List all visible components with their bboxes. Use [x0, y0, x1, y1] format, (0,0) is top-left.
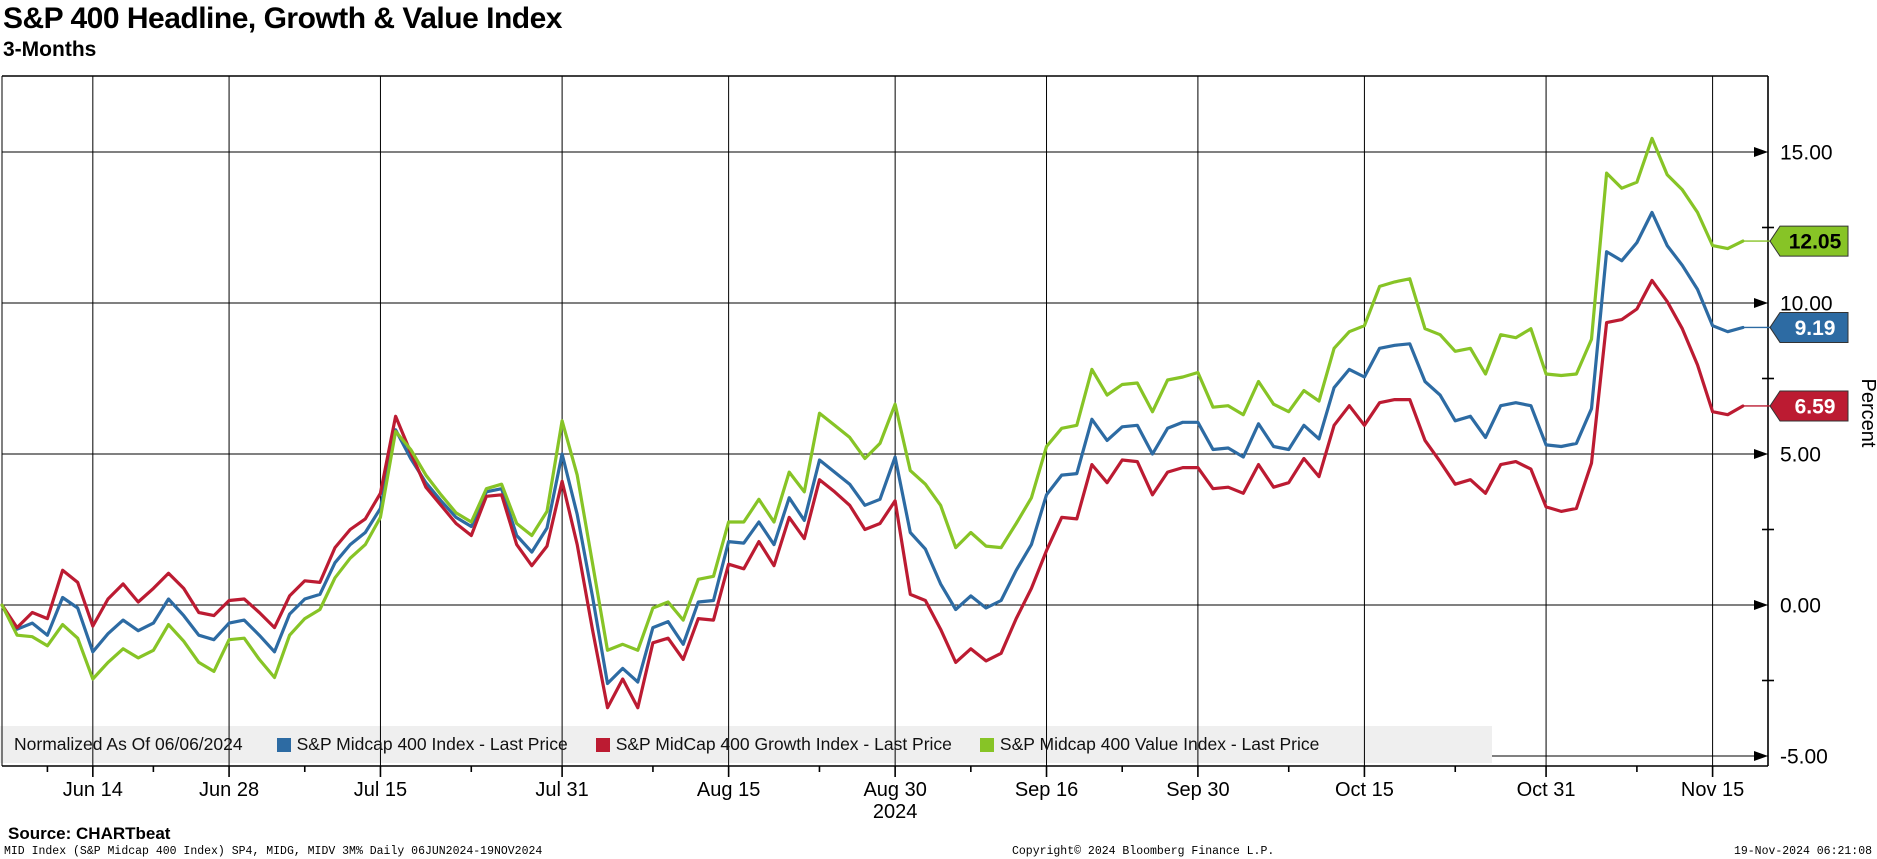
page-title: S&P 400 Headline, Growth & Value Index: [3, 2, 562, 35]
footer-datetime: 19-Nov-2024 06:21:08: [1733, 845, 1872, 858]
source-label: Source: CHARTbeat: [8, 824, 171, 843]
chart-subtitle: 3-Months: [3, 38, 97, 61]
last-value-badge-sp-midcap-400-index: [1769, 311, 1849, 343]
series-lines: [0, 136, 1771, 710]
last-value-label: 6.59: [1795, 395, 1836, 418]
x-tick-label: Aug 15: [697, 779, 760, 801]
axis-arrowhead-icon: [1754, 298, 1768, 308]
vertical-gridlines: Jun 14 Jun 28 Jul 15 Jul 31 Aug 15 Aug 30 Sep …: [46, 76, 1744, 823]
footer-meta-text: MID Index (S&P Midcap 400 Index) SP4, MI…: [4, 845, 543, 858]
series-line-sp-midcap-400-index: [0, 210, 1745, 686]
last-value-badges: 9.19 6.59 12.05: [1769, 225, 1849, 422]
legend-item-growth-index: S&P MidCap 400 Growth Index - Last Price: [595, 734, 952, 755]
x-tick-label: Jun 14: [63, 779, 123, 801]
footer-copyright: Copyright© 2024 Bloomberg Finance L.P.: [1012, 845, 1275, 858]
legend-item-midcap-index: S&P Midcap 400 Index - Last Price: [276, 734, 568, 755]
x-tick-label: Jul 31: [535, 779, 588, 801]
y-tick-label: 0.00: [1780, 595, 1821, 618]
legend-item-label: S&P MidCap 400 Growth Index - Last Price: [615, 734, 952, 754]
y-tick-label: 5.00: [1780, 444, 1821, 467]
x-tick-label: Oct 31: [1517, 779, 1576, 801]
x-tick-label: Aug 30: [863, 779, 926, 801]
x-tick-label: Jun 28: [199, 779, 259, 801]
series-line-sp-midcap-400-growth: [0, 278, 1745, 710]
x-axis-year-label: 2024: [873, 801, 918, 823]
axis-arrowhead-icon: [1754, 147, 1768, 157]
blue-series-swatch-icon: [276, 737, 291, 752]
x-tick-label: Oct 15: [1335, 779, 1394, 801]
x-tick-label: Jul 15: [354, 779, 407, 801]
last-value-label: 9.19: [1795, 317, 1836, 340]
axis-arrowhead-icon: [1754, 751, 1768, 761]
legend-item-label: S&P Midcap 400 Value Index - Last Price: [999, 734, 1320, 754]
legend: Normalized As Of 06/06/2024 S&P Midcap 4…: [0, 726, 1492, 763]
last-value-badge-sp-midcap-400-growth: [1769, 390, 1849, 422]
x-tick-label: Nov 15: [1681, 779, 1744, 801]
green-series-swatch-icon: [979, 737, 994, 752]
x-tick-label: Sep 16: [1015, 779, 1078, 801]
legend-background: [0, 726, 1492, 763]
y-axis-title: Percent: [1857, 379, 1877, 448]
legend-normalized-label: Normalized As Of 06/06/2024: [14, 734, 243, 754]
legend-item-value-index: S&P Midcap 400 Value Index - Last Price: [979, 734, 1320, 755]
y-tick-label: 10.00: [1780, 293, 1833, 316]
series-line-sp-midcap-400-value: [0, 136, 1745, 681]
plot-frame: [1, 75, 1774, 767]
axis-arrowhead-icon: [1754, 449, 1768, 459]
last-value-label: 12.05: [1789, 231, 1842, 254]
legend-item-label: S&P Midcap 400 Index - Last Price: [296, 734, 568, 754]
x-tick-label: Sep 30: [1166, 779, 1229, 801]
last-value-badge-sp-midcap-400-value: [1769, 225, 1849, 257]
y-tick-label: -5.00: [1780, 746, 1828, 769]
axis-arrowhead-icon: [1754, 600, 1768, 610]
y-tick-label: 15.00: [1780, 142, 1833, 165]
red-series-swatch-icon: [595, 737, 610, 752]
